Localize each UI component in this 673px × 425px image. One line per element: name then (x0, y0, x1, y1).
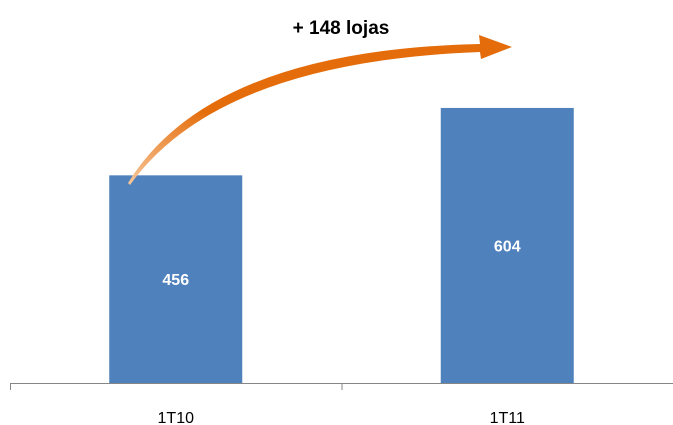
growth-annotation: + 148 lojas (293, 18, 390, 39)
bar-1t10 (109, 175, 243, 383)
data-label-1t11: 604 (494, 238, 521, 255)
growth-arrow-arc (128, 35, 512, 185)
growth-arrow (128, 35, 512, 185)
x-tick-label-1t11: 1T11 (490, 410, 525, 425)
x-tick-label-1t10: 1T10 (158, 410, 195, 425)
bar-1t11 (440, 107, 574, 383)
x-tick-labels: 1T10 1T11 (158, 410, 525, 425)
x-axis (10, 383, 673, 390)
data-label-1t10: 456 (162, 272, 189, 289)
bars-group: 456 604 (109, 107, 574, 383)
